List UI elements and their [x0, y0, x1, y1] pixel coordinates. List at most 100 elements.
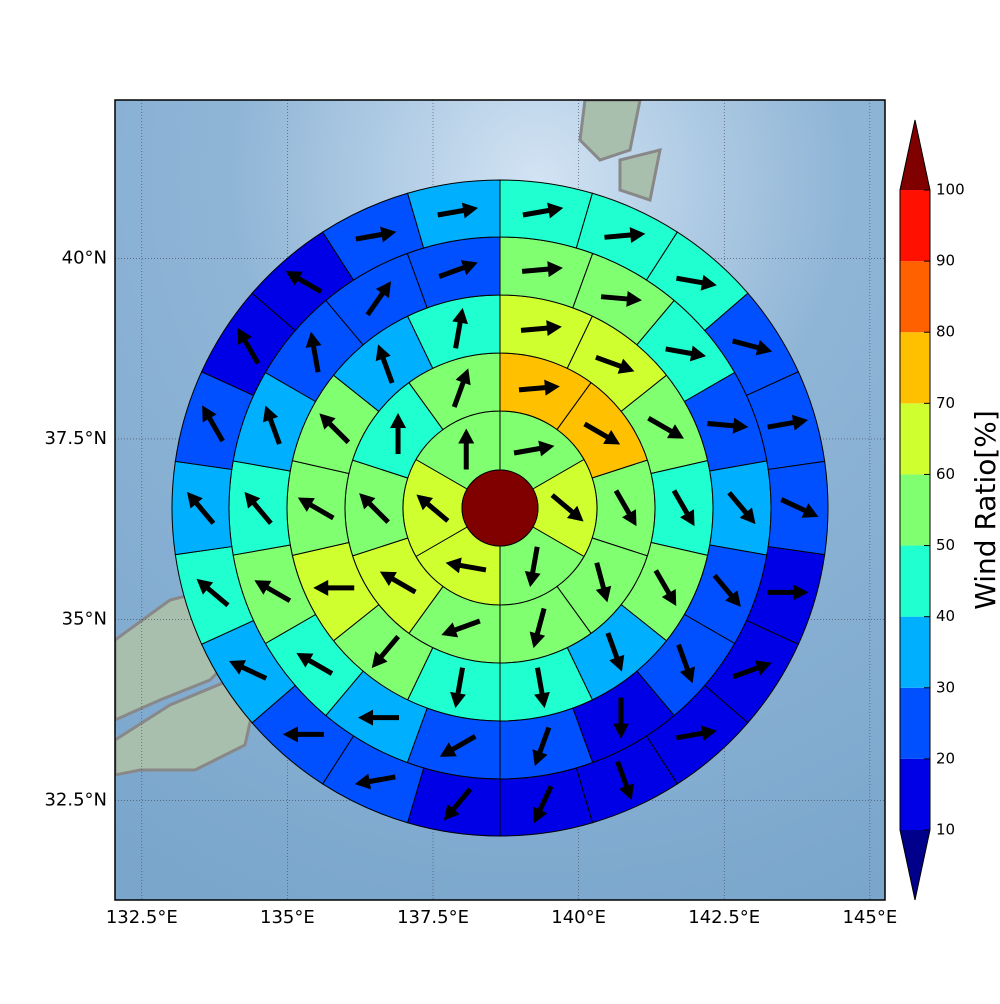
wind-arrow	[365, 281, 392, 317]
wind-arrow	[451, 368, 471, 408]
land-shape	[115, 678, 257, 777]
colorbar-segment	[900, 687, 930, 759]
wind-arrow	[600, 290, 642, 307]
wind-arrow	[305, 331, 322, 373]
y-tick-label: 32.5°N	[44, 789, 107, 810]
colorbar-extend-top	[900, 120, 930, 190]
wind-arrow	[532, 726, 552, 767]
wind-arrow	[458, 428, 475, 470]
colorbar-tick-label: 100	[936, 181, 965, 199]
wind-arrow	[354, 773, 396, 790]
wind-arrow	[583, 421, 621, 445]
wind-arrow	[550, 493, 584, 522]
wind-arrow	[732, 660, 772, 680]
wind-arrow	[313, 579, 355, 596]
wind-arrow	[445, 557, 487, 574]
wind-arrow	[359, 493, 390, 524]
colorbar-tick-label: 40	[936, 607, 955, 625]
land-shape	[618, 147, 662, 202]
wind-arrow	[390, 412, 407, 454]
x-tick-label: 142.5°E	[688, 907, 760, 928]
colorbar-segment	[900, 758, 930, 830]
wind-arrow	[285, 271, 323, 294]
wind-arrow	[513, 440, 555, 457]
land-shape	[578, 100, 642, 162]
colorbar-tick-label: 70	[936, 394, 955, 412]
colorbar-extend-bottom	[900, 830, 930, 900]
wind-arrow	[296, 653, 334, 676]
colorbar-tick-label: 20	[936, 749, 955, 767]
wind-arrow	[297, 497, 335, 521]
wind-arrow	[604, 227, 646, 244]
wind-arrow	[416, 494, 450, 523]
colorbar-segment	[900, 332, 930, 404]
wind-arrow	[780, 497, 819, 518]
wind-arrow	[665, 345, 707, 362]
sector	[406, 767, 501, 837]
colorbar-segment	[900, 545, 930, 617]
wind-arrow	[379, 571, 417, 595]
wind-arrow	[358, 709, 399, 726]
wind-arrow	[707, 417, 749, 434]
colorbar-tick-label: 10	[936, 821, 955, 839]
y-tick-label: 35°N	[62, 609, 107, 630]
wind-arrow	[450, 667, 466, 709]
wind-arrow	[731, 338, 773, 356]
wind-arrow	[355, 226, 397, 243]
wind-arrow	[375, 344, 395, 384]
x-tick-label: 137.5°E	[397, 907, 469, 928]
colorbar-segment	[900, 403, 930, 475]
wind-arrow	[452, 307, 468, 349]
y-tick-label: 37.5°N	[44, 428, 107, 449]
center-disc	[461, 469, 539, 547]
wind-arrow	[263, 405, 282, 445]
colorbar-segment	[900, 616, 930, 688]
colorbar-label: Wind Ratio[%]	[969, 410, 1000, 610]
wind-arrow	[524, 546, 541, 588]
x-tick-label: 140°E	[551, 907, 606, 928]
wind-arrow	[613, 697, 629, 739]
wind-arrow	[534, 667, 550, 709]
wind-arrow	[676, 274, 717, 291]
wind-arrow	[237, 327, 261, 365]
colorbar-segment	[900, 474, 930, 546]
wind-arrow	[613, 489, 637, 527]
colorbar-tick-label: 50	[936, 536, 955, 554]
wind-arrow	[520, 320, 562, 337]
wind-arrow	[521, 261, 563, 278]
colorbar-tick-label: 90	[936, 252, 955, 270]
wind-arrow	[522, 202, 564, 219]
wind-arrow	[254, 580, 292, 603]
wind-arrow	[202, 405, 225, 443]
wind-arrow	[595, 354, 635, 374]
wind-arrow	[712, 573, 741, 607]
wind-arrow	[676, 725, 717, 742]
colorbar-tick-label: 80	[936, 323, 955, 341]
wind-arrow	[187, 491, 216, 525]
colorbar-segment	[900, 261, 930, 333]
wind-arrow	[229, 660, 268, 681]
wind-arrow	[647, 416, 684, 439]
wind-arrow	[727, 491, 756, 525]
wind-arrow	[319, 413, 351, 445]
x-tick-label: 132.5°E	[106, 907, 178, 928]
wind-arrow	[371, 634, 401, 668]
wind-arrow	[671, 489, 695, 527]
wind-arrow	[244, 491, 273, 525]
wind-arrow	[518, 379, 560, 396]
wind-arrow	[676, 643, 695, 684]
wind-arrow	[767, 584, 809, 601]
wind-arrow	[441, 618, 481, 638]
sector	[499, 179, 594, 249]
wind-arrow	[437, 202, 479, 219]
wind-arrow	[529, 607, 547, 649]
colorbar-tick-label: 60	[936, 465, 955, 483]
x-tick-label: 145°E	[842, 907, 897, 928]
wind-arrow	[594, 562, 612, 603]
wind-arrow	[653, 569, 677, 607]
map-frame	[114, 99, 886, 901]
colorbar-tick-label: 30	[936, 678, 955, 696]
colorbar-segment	[900, 190, 930, 262]
wind-arrow	[439, 734, 477, 757]
